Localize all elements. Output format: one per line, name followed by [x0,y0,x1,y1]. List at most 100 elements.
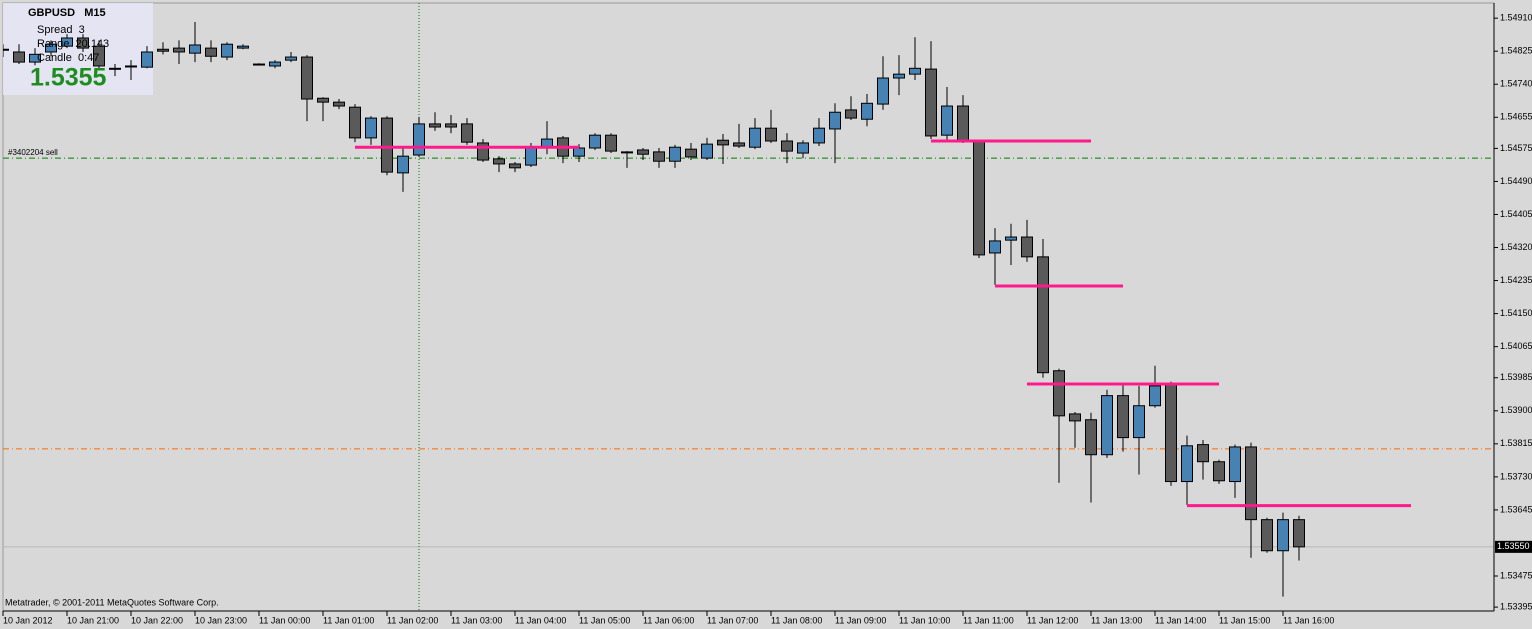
y-tick-label: 1.54320 [1500,242,1532,252]
current-price-label: 1.53550 [1497,541,1530,551]
candle-body [1245,446,1257,521]
candle-body [1165,384,1177,483]
x-tick-label: 11 Jan 00:00 [259,615,310,625]
candle-body [701,143,713,159]
candle-body [1197,444,1209,463]
y-tick-label: 1.54490 [1500,176,1532,186]
candle-body [525,147,537,166]
y-tick-label: 1.53395 [1500,601,1532,611]
candle-body [61,37,73,47]
x-tick-label: 11 Jan 10:00 [899,615,950,625]
x-tick-label: 11 Jan 12:00 [1027,615,1078,625]
candle-body [1261,519,1273,552]
candle-body [381,117,393,173]
y-tick-label: 1.53900 [1500,405,1532,415]
candle-body [429,123,441,128]
candle-body [1085,419,1097,456]
candle-body [1213,461,1225,482]
candle-body [205,47,217,57]
y-tick-label: 1.53645 [1500,504,1532,514]
candle-body [509,163,521,169]
axes-layer: 1.54910 1.54825 1.54740 1.54655 1.54575 1.544… [2,3,1532,625]
candle-body [93,45,105,67]
candle-body [1133,405,1145,439]
candle-body [637,149,649,155]
info-title: GBPUSD M15 [28,7,106,19]
candle-body [893,73,905,79]
candle-body [1293,519,1305,548]
candle-body [109,67,121,70]
y-tick-label: 1.53730 [1500,471,1532,481]
candle-body [845,109,857,119]
candle-body [989,240,1001,254]
candle-body [77,37,89,49]
candle-body [221,43,233,58]
candle-body [1229,446,1241,483]
y-tick-label: 1.54655 [1500,112,1532,122]
x-tick-label: 11 Jan 13:00 [1091,615,1142,625]
plot-layer-under: #3402204 sell [3,3,1494,611]
candle-body [653,151,665,162]
x-tick-label: 11 Jan 08:00 [771,615,822,625]
candle-body [301,56,313,100]
candle-body [173,47,185,53]
x-tick-label: 11 Jan 11:00 [963,615,1014,625]
candle-body [397,155,409,174]
candle-body [13,51,25,63]
candle-body [589,134,601,149]
candle-body [909,67,921,75]
candle-body [253,63,265,66]
candle-body [605,134,617,152]
candle-body [237,45,249,49]
candle-body [189,44,201,54]
candle-body [877,77,889,105]
candle-body [1005,236,1017,241]
candle-body [3,48,9,51]
y-tick-label: 1.53985 [1500,372,1532,382]
candle-body [269,61,281,67]
x-tick-label: 10 Jan 2012 [3,615,53,625]
candle-body [1181,445,1193,483]
info-range: Range 20.143 [37,38,109,50]
candle-body [1117,395,1129,439]
candle-body [141,51,153,68]
candle-body [461,123,473,143]
x-tick-label: 10 Jan 22:00 [131,615,183,625]
plot-layer [3,22,1411,597]
x-tick-label: 10 Jan 23:00 [195,615,247,625]
candle-body [349,106,361,139]
x-tick-label: 11 Jan 16:00 [1283,615,1334,625]
y-tick-label: 1.53815 [1500,438,1532,448]
candle-body [957,105,969,142]
candle-body [669,146,681,162]
y-tick-label: 1.54825 [1500,46,1532,56]
candle-body [765,127,777,142]
candle-body [493,158,505,165]
candle-body [813,127,825,144]
candle-body [1021,236,1033,258]
info-candle: Candle 0:47 [37,52,99,64]
candle-body [941,105,953,136]
y-tick-label: 1.54065 [1500,341,1532,351]
x-tick-label: 11 Jan 01:00 [323,615,374,625]
x-tick-label: 11 Jan 06:00 [643,615,694,625]
y-tick-label: 1.54910 [1500,13,1532,23]
candle-body [1149,385,1161,407]
candle-body [29,53,41,63]
x-tick-label: 11 Jan 07:00 [707,615,758,625]
candle-body [45,43,57,53]
x-tick-label: 11 Jan 02:00 [387,615,438,625]
info-panel [3,3,153,95]
x-tick-label: 10 Jan 21:00 [67,615,119,625]
y-tick-label: 1.54235 [1500,275,1532,285]
candle-body [749,127,761,148]
candle-body [1101,395,1113,456]
candle-body [717,139,729,146]
y-tick-label: 1.54150 [1500,308,1532,318]
candle-body [621,151,633,154]
footer: Metatrader, © 2001-2011 MetaQuotes Softw… [5,597,219,607]
candle-body [157,48,169,52]
candle-body [973,140,985,256]
